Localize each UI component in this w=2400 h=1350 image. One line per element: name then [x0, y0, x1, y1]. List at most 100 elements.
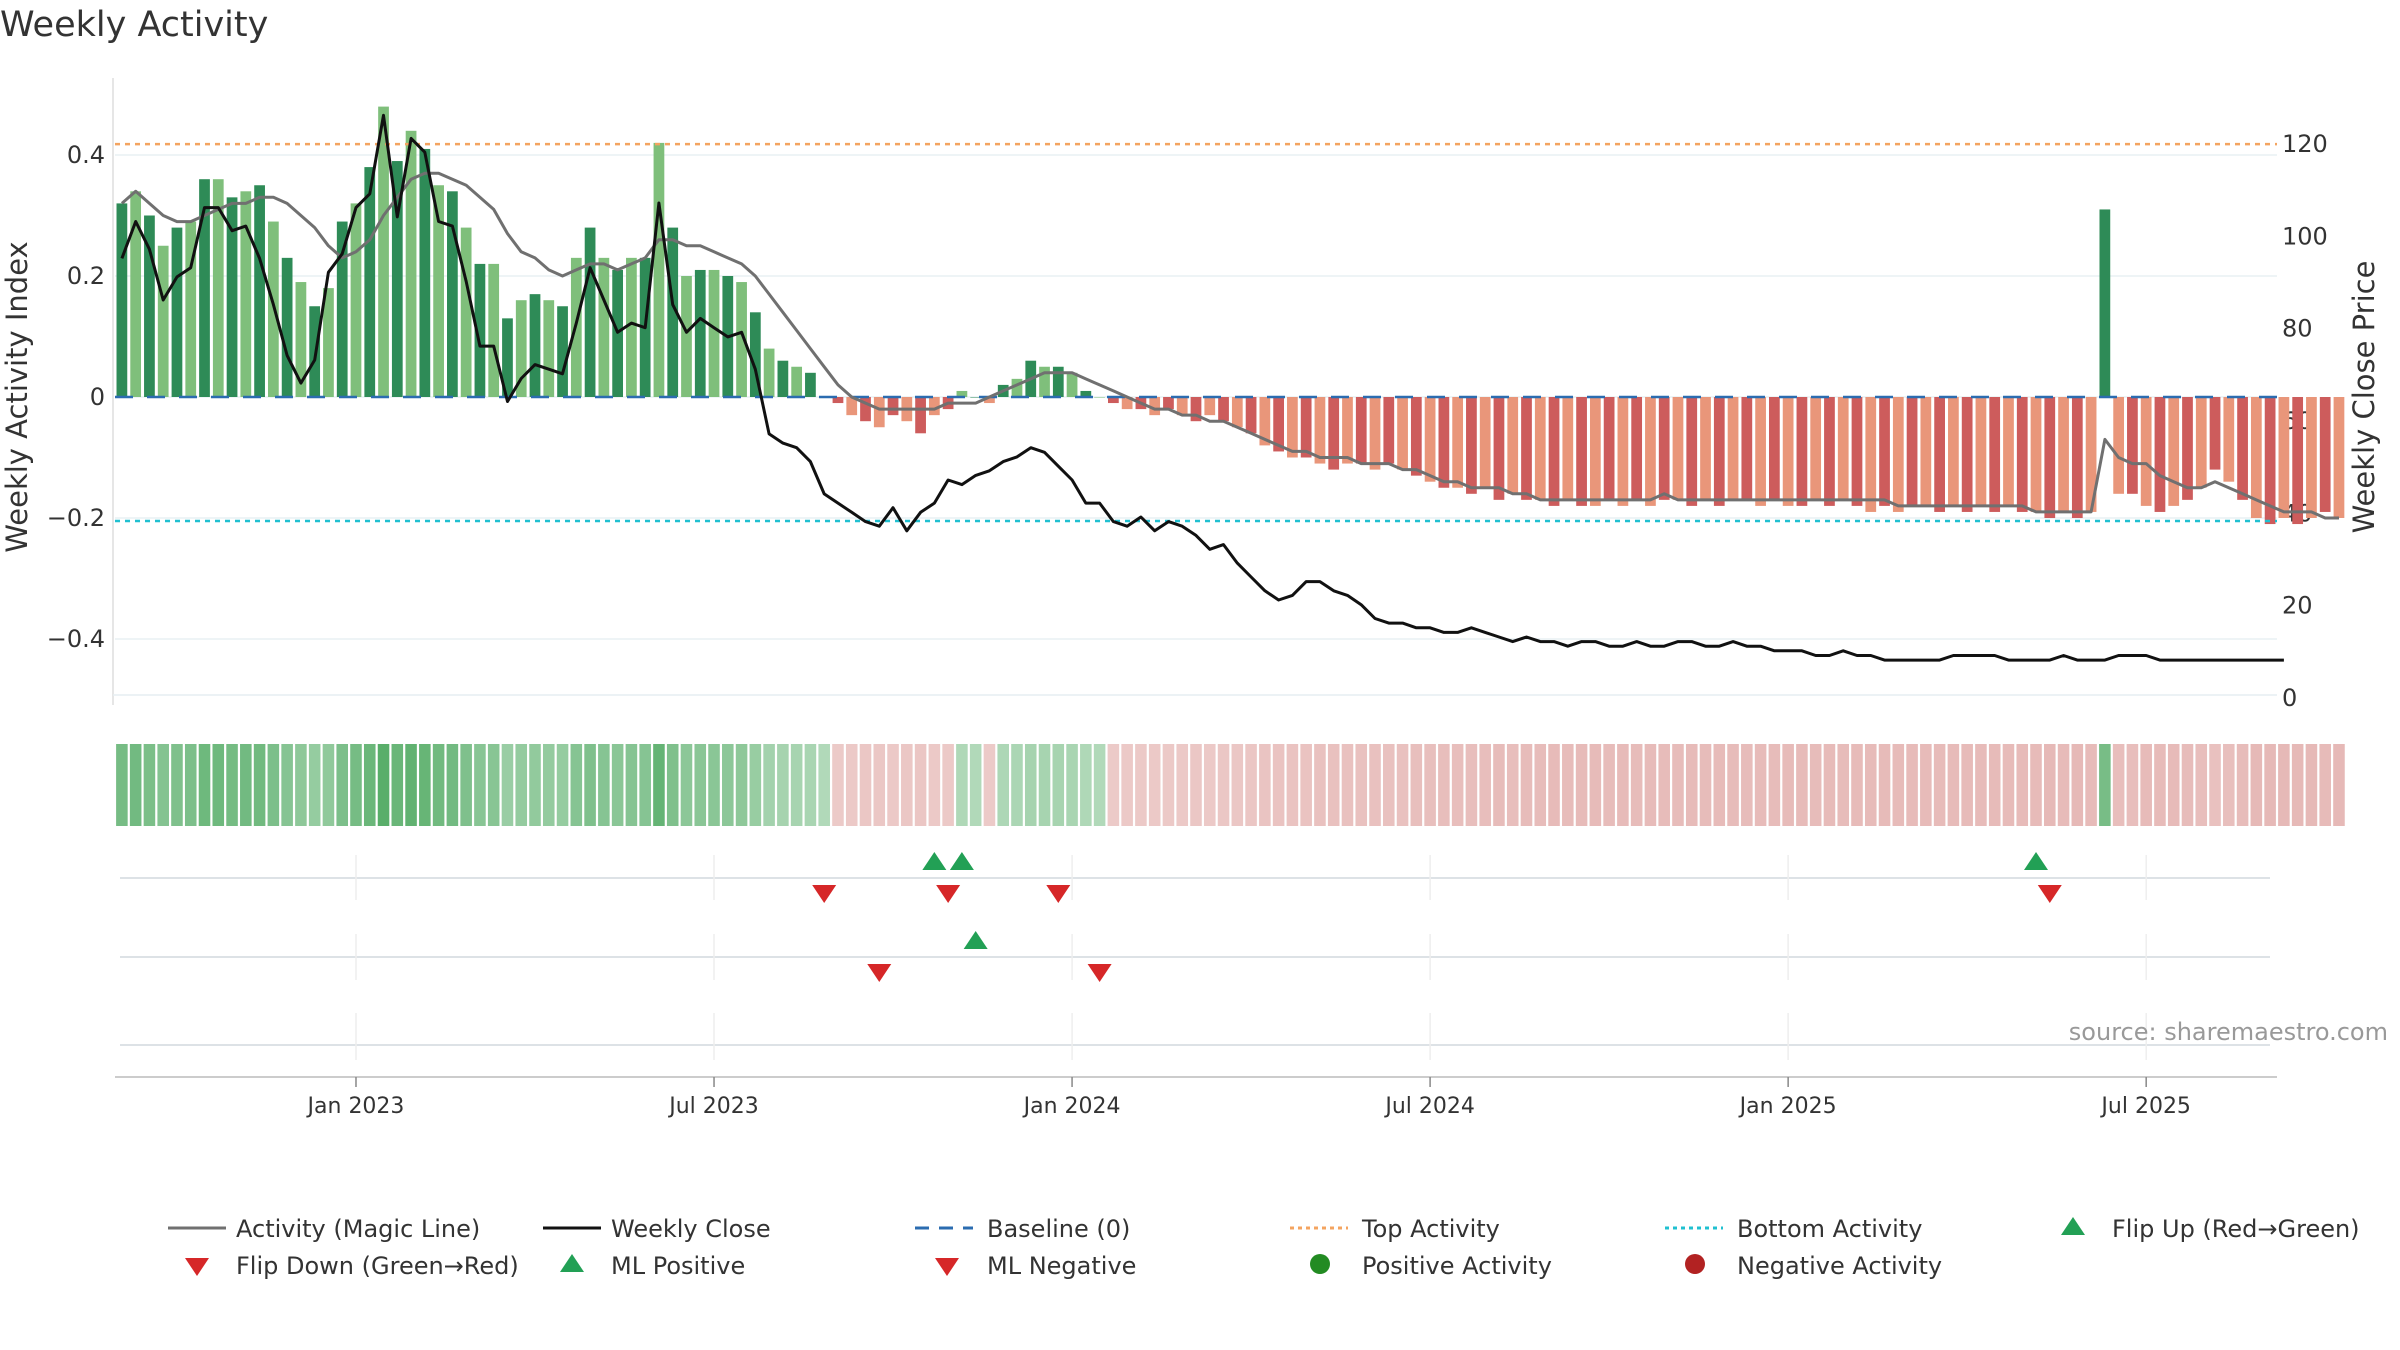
activity-strip-cell	[419, 744, 431, 826]
activity-strip-cell	[2278, 744, 2290, 826]
legend-negative-activity: Negative Activity	[1737, 1252, 1942, 1280]
activity-bar	[212, 179, 224, 397]
activity-strip-cell	[515, 744, 528, 826]
activity-strip-cell	[611, 744, 624, 826]
activity-strip-cell	[1809, 744, 1822, 826]
activity-strip-cell	[2181, 744, 2194, 826]
activity-bar	[515, 300, 527, 397]
activity-bar	[1300, 397, 1312, 458]
activity-strip-cell	[2236, 744, 2249, 826]
activity-bar	[956, 390, 968, 397]
activity-strip-cell	[501, 744, 514, 826]
activity-bar	[984, 397, 995, 404]
activity-bar	[1576, 397, 1587, 506]
activity-strip-cell	[1658, 744, 1670, 826]
activity-strip-cell	[2085, 744, 2097, 826]
flip-down-icon	[812, 885, 837, 903]
activity-strip-cell	[1851, 744, 1863, 826]
ml-negative-icon	[1087, 964, 1112, 982]
activity-bar	[1342, 397, 1353, 464]
activity-strip-cell	[116, 744, 128, 826]
activity-bar	[116, 203, 128, 397]
activity-strip-cell	[2002, 744, 2015, 826]
activity-bar	[502, 318, 513, 397]
activity-strip-cell	[474, 744, 486, 826]
activity-bar	[846, 397, 858, 416]
activity-bar	[1631, 397, 1643, 500]
activity-strip-cell	[143, 744, 156, 826]
activity-bar	[1879, 397, 1890, 506]
legend-swatch-positive-activity-icon	[1310, 1254, 1330, 1274]
activity-bar	[1466, 397, 1477, 494]
activity-strip-cell	[928, 744, 941, 826]
activity-strip-cell	[129, 744, 142, 826]
activity-strip-cell	[777, 744, 789, 826]
activity-strip-cell	[171, 744, 183, 826]
activity-bar	[1755, 397, 1766, 506]
activity-strip-cell	[1754, 744, 1767, 826]
activity-bar	[1851, 397, 1863, 506]
activity-bar	[460, 227, 472, 397]
ml-positive-icon	[963, 931, 988, 949]
activity-bar	[1039, 366, 1050, 397]
activity-bar	[1961, 397, 1973, 512]
activity-strip-cell	[1162, 744, 1175, 826]
activity-bar	[2209, 397, 2221, 470]
activity-strip-cell	[1038, 744, 1051, 826]
activity-bar	[1011, 378, 1023, 397]
activity-bar	[2140, 397, 2152, 506]
activity-bar	[887, 397, 899, 416]
activity-bar	[2016, 397, 2028, 512]
activity-strip-cell	[2099, 744, 2111, 826]
activity-bar	[2085, 397, 2097, 512]
activity-strip-cell	[625, 744, 638, 826]
activity-bar	[529, 294, 541, 397]
activity-strip-cell	[790, 744, 803, 826]
activity-strip-cell	[363, 744, 376, 826]
activity-strip-cell	[1933, 744, 1946, 826]
activity-bar	[378, 106, 389, 397]
activity-strip-cell	[1727, 744, 1739, 826]
activity-strip-cell	[1562, 744, 1574, 826]
activity-bar	[281, 257, 293, 397]
activity-bar	[667, 227, 679, 397]
activity-bar	[1589, 397, 1601, 506]
activity-bar	[1383, 397, 1395, 464]
activity-bar	[832, 397, 844, 404]
activity-strip-cell	[1011, 744, 1023, 826]
weekly-close-series	[120, 113, 2284, 662]
activity-strip-cell	[1259, 744, 1271, 826]
activity-strip-cell	[460, 744, 472, 826]
activity-strip-cell	[1341, 744, 1354, 826]
legend-positive-activity: Positive Activity	[1362, 1252, 1552, 1280]
activity-strip-cell	[1975, 744, 1987, 826]
legend-swatch-flip-up-icon	[2061, 1217, 2085, 1235]
legend-swatch-ml-negative-icon	[935, 1258, 959, 1276]
activity-strip-cell	[1603, 744, 1615, 826]
activity-strip-cell	[1630, 744, 1643, 826]
activity-strip-cell	[2305, 744, 2318, 826]
legend-swatch-ml-positive-icon	[560, 1254, 584, 1272]
flip-down-icon	[1046, 885, 1071, 903]
legend-flip-up: Flip Up (Red→Green)	[2112, 1215, 2360, 1243]
activity-strip-cell	[818, 744, 830, 826]
activity-strip-cell	[735, 744, 748, 826]
activity-strip-cell	[845, 744, 858, 826]
activity-strip-cell	[1782, 744, 1794, 826]
activity-strip-cell	[914, 744, 927, 826]
activity-bar	[1094, 397, 1105, 398]
activity-strip-cell	[281, 744, 293, 826]
activity-bar	[749, 312, 761, 397]
activity-bar	[350, 203, 362, 397]
activity-bar	[1672, 397, 1684, 500]
activity-strip-cell	[1699, 744, 1712, 826]
activity-strip-cell	[405, 744, 417, 826]
x-tick-label: Jan 2024	[1022, 1094, 1121, 1119]
activity-strip-cell	[308, 744, 321, 826]
activity-strip-cell	[391, 744, 404, 826]
activity-bar	[199, 179, 210, 397]
activity-strip-cell	[2071, 744, 2084, 826]
legend-bottom-activity: Bottom Activity	[1737, 1215, 1922, 1243]
activity-strip-cell	[2195, 744, 2208, 826]
activity-strip-cell	[1864, 744, 1877, 826]
